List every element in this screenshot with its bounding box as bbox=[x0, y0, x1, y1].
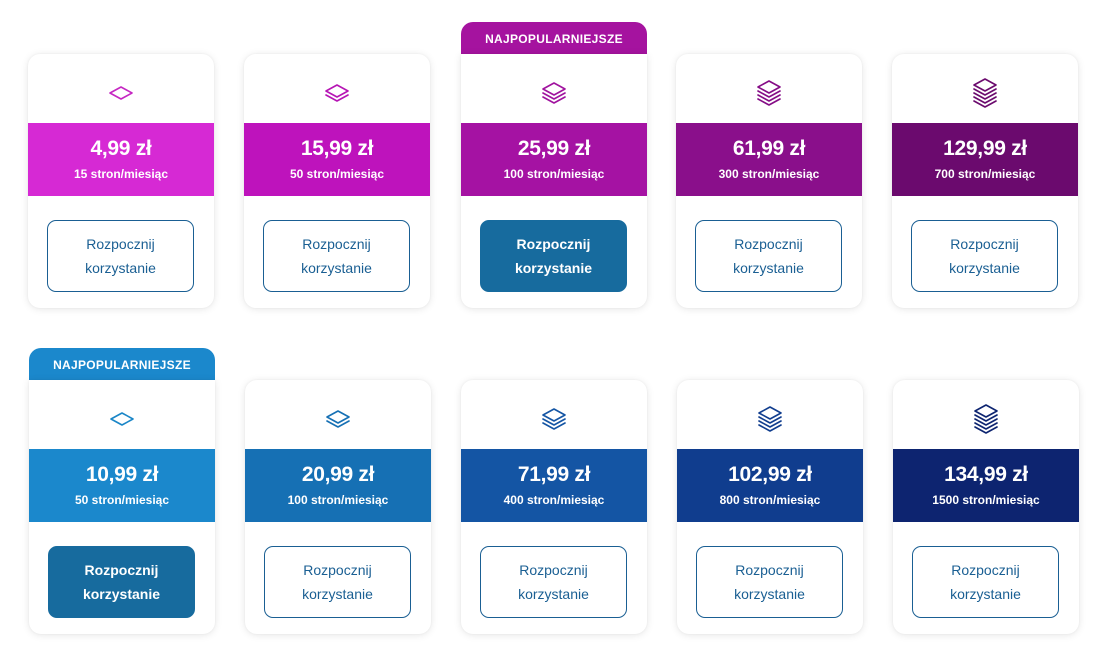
plan-card-1-2: 15,99 zł 50 stron/miesiąc Rozpocznij kor… bbox=[244, 54, 430, 308]
price-band: 15,99 zł 50 stron/miesiąc bbox=[244, 123, 430, 196]
plan-price: 4,99 zł bbox=[90, 137, 152, 160]
price-band: 61,99 zł 300 stron/miesiąc bbox=[676, 123, 862, 196]
price-band: 71,99 zł 400 stron/miesiąc bbox=[461, 449, 647, 522]
start-button[interactable]: Rozpocznij korzystanie bbox=[48, 546, 195, 618]
plan-card-1-4: 61,99 zł 300 stron/miesiąc Rozpocznij ko… bbox=[676, 54, 862, 308]
plan-price: 102,99 zł bbox=[728, 463, 812, 486]
single-layer-icon bbox=[106, 403, 138, 435]
plan-card-1-1: 4,99 zł 15 stron/miesiąc Rozpocznij korz… bbox=[28, 54, 214, 308]
start-button[interactable]: Rozpocznij korzystanie bbox=[911, 220, 1058, 292]
plan-price: 71,99 zł bbox=[517, 463, 591, 486]
plan-price: 134,99 zł bbox=[944, 463, 1028, 486]
plan-card-1-3: 25,99 zł 100 stron/miesiąc Rozpocznij ko… bbox=[461, 54, 647, 308]
plan-pages: 100 stron/miesiąc bbox=[503, 167, 605, 181]
plan-price: 129,99 zł bbox=[943, 137, 1027, 160]
plan-card-2-4: 102,99 zł 800 stron/miesiąc Rozpocznij k… bbox=[677, 380, 863, 634]
plan-pages: 700 stron/miesiąc bbox=[934, 167, 1036, 181]
popular-badge: NAJPOPULARNIEJSZE bbox=[29, 348, 215, 381]
plan-pages: 100 stron/miesiąc bbox=[287, 493, 389, 507]
plan-pages: 800 stron/miesiąc bbox=[719, 493, 821, 507]
start-button[interactable]: Rozpocznij korzystanie bbox=[480, 220, 627, 292]
two-layers-icon bbox=[321, 77, 353, 109]
plan-pages: 300 stron/miesiąc bbox=[718, 167, 820, 181]
start-button[interactable]: Rozpocznij korzystanie bbox=[264, 546, 411, 618]
start-button[interactable]: Rozpocznij korzystanie bbox=[47, 220, 194, 292]
popular-badge: NAJPOPULARNIEJSZE bbox=[461, 22, 647, 55]
start-button[interactable]: Rozpocznij korzystanie bbox=[912, 546, 1059, 618]
three-layers-icon bbox=[538, 403, 570, 435]
start-button[interactable]: Rozpocznij korzystanie bbox=[695, 220, 842, 292]
plan-price: 61,99 zł bbox=[732, 137, 806, 160]
start-button[interactable]: Rozpocznij korzystanie bbox=[480, 546, 627, 618]
plan-card-2-1: 10,99 zł 50 stron/miesiąc Rozpocznij kor… bbox=[29, 380, 215, 634]
four-layers-icon bbox=[754, 403, 786, 435]
five-layers-icon bbox=[969, 77, 1001, 109]
plan-pages: 1500 stron/miesiąc bbox=[932, 493, 1040, 507]
price-band: 129,99 zł 700 stron/miesiąc bbox=[892, 123, 1078, 196]
price-band: 20,99 zł 100 stron/miesiąc bbox=[245, 449, 431, 522]
plan-price: 20,99 zł bbox=[301, 463, 375, 486]
plan-pages: 50 stron/miesiąc bbox=[289, 167, 385, 181]
plan-price: 25,99 zł bbox=[517, 137, 591, 160]
plan-price: 10,99 zł bbox=[85, 463, 159, 486]
plan-card-2-3: 71,99 zł 400 stron/miesiąc Rozpocznij ko… bbox=[461, 380, 647, 634]
plan-price: 15,99 zł bbox=[300, 137, 374, 160]
plan-pages: 50 stron/miesiąc bbox=[74, 493, 170, 507]
price-band: 102,99 zł 800 stron/miesiąc bbox=[677, 449, 863, 522]
two-layers-icon bbox=[322, 403, 354, 435]
plan-card-2-5: 134,99 zł 1500 stron/miesiąc Rozpocznij … bbox=[893, 380, 1079, 634]
start-button[interactable]: Rozpocznij korzystanie bbox=[263, 220, 410, 292]
start-button[interactable]: Rozpocznij korzystanie bbox=[696, 546, 843, 618]
four-layers-icon bbox=[753, 77, 785, 109]
price-band: 10,99 zł 50 stron/miesiąc bbox=[29, 449, 215, 522]
plan-pages: 400 stron/miesiąc bbox=[503, 493, 605, 507]
price-band: 4,99 zł 15 stron/miesiąc bbox=[28, 123, 214, 196]
price-band: 134,99 zł 1500 stron/miesiąc bbox=[893, 449, 1079, 522]
single-layer-icon bbox=[105, 77, 137, 109]
price-band: 25,99 zł 100 stron/miesiąc bbox=[461, 123, 647, 196]
plan-card-2-2: 20,99 zł 100 stron/miesiąc Rozpocznij ko… bbox=[245, 380, 431, 634]
plan-card-1-5: 129,99 zł 700 stron/miesiąc Rozpocznij k… bbox=[892, 54, 1078, 308]
three-layers-icon bbox=[538, 77, 570, 109]
plan-pages: 15 stron/miesiąc bbox=[73, 167, 169, 181]
five-layers-icon bbox=[970, 403, 1002, 435]
